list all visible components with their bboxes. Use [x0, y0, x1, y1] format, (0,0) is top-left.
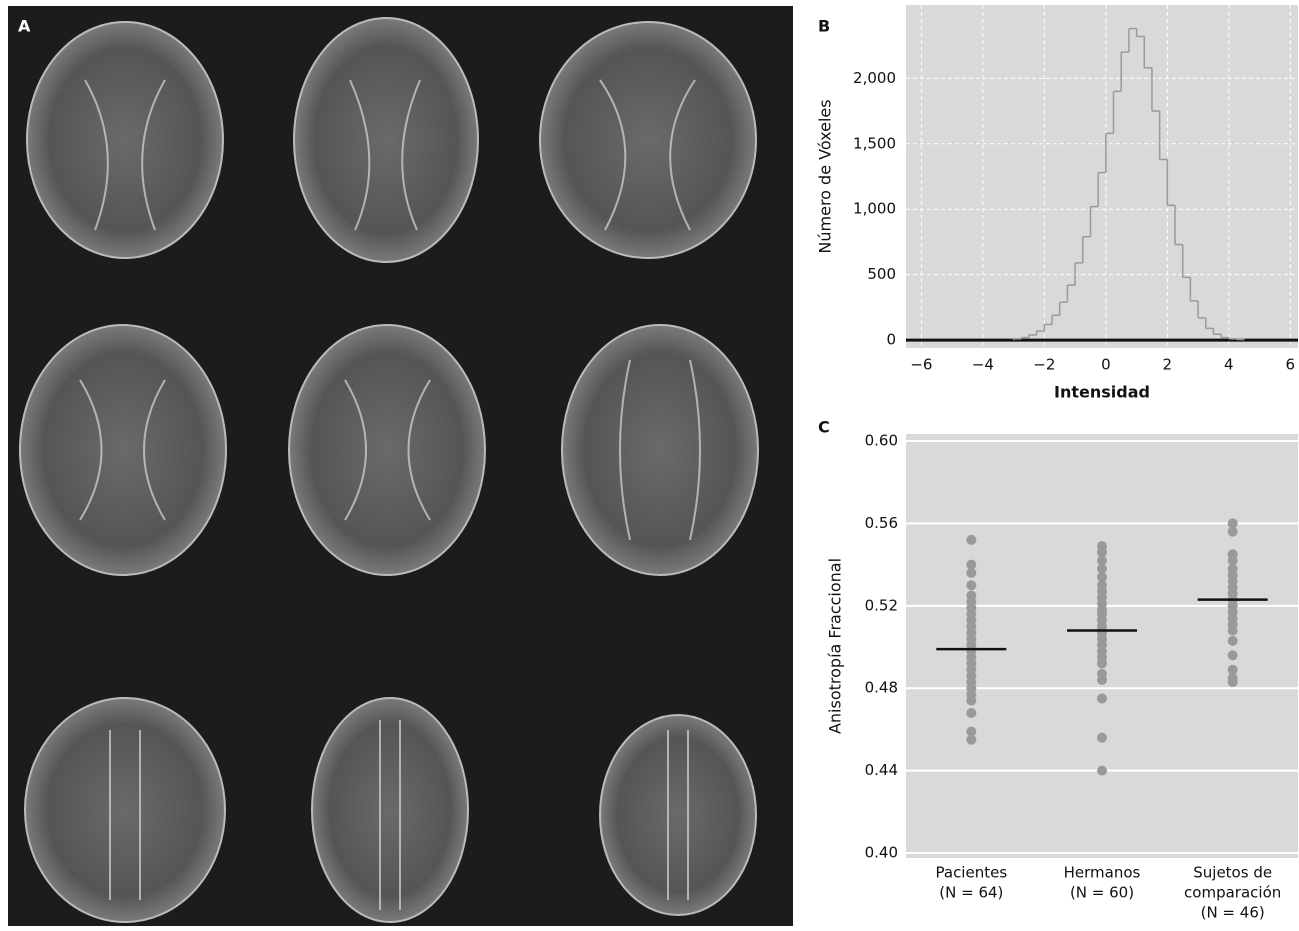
data-point [1097, 674, 1107, 685]
data-point [1097, 658, 1107, 669]
white-matter-tracts [79, 79, 701, 910]
data-point [966, 734, 977, 745]
x-tick-label: Sujetos de [1193, 864, 1272, 882]
y-tick-label: 0.56 [865, 514, 898, 532]
data-point [1227, 635, 1238, 646]
data-point [1097, 571, 1107, 582]
x-tick-label: comparación [1184, 884, 1281, 902]
data-point [966, 695, 977, 706]
data-point [1097, 765, 1107, 776]
x-axis-label: Intensidad [1054, 383, 1150, 402]
x-tick-label: 2 [1163, 356, 1173, 374]
x-tick-label: 6 [1286, 356, 1296, 374]
y-tick-label: 0 [886, 331, 896, 349]
panel-label: A [18, 17, 31, 36]
data-point [966, 726, 977, 737]
y-tick-label: 1,000 [853, 200, 896, 218]
data-point [966, 534, 977, 545]
x-tick-label: (N = 46) [1201, 904, 1265, 922]
data-point [1097, 547, 1107, 558]
y-tick-label: 1,500 [853, 134, 896, 152]
plot-area [906, 5, 1298, 348]
y-tick-label: 2,000 [853, 69, 896, 87]
data-point [1097, 693, 1107, 704]
data-point [1227, 664, 1238, 675]
x-tick-label: 0 [1101, 356, 1111, 374]
data-point [966, 567, 977, 578]
data-point [1227, 677, 1238, 688]
data-point [1227, 625, 1238, 636]
y-axis-label: Anisotropía Fraccional [826, 558, 845, 734]
y-tick-label: 0.52 [865, 596, 898, 614]
x-tick-label: −4 [972, 356, 994, 374]
y-tick-label: 500 [867, 265, 896, 283]
data-point [1227, 555, 1238, 566]
y-tick-label: 0.40 [865, 844, 898, 862]
panel-label: B [818, 17, 830, 36]
y-axis-label: Número de Vóxeles [816, 99, 835, 253]
data-point [1227, 526, 1238, 537]
x-tick-label: 4 [1224, 356, 1234, 374]
y-tick-label: 0.48 [865, 679, 898, 697]
panel-label: C [818, 418, 830, 437]
data-point [966, 707, 977, 718]
data-point [966, 559, 977, 570]
y-tick-label: 0.44 [865, 761, 898, 779]
data-point [1227, 518, 1238, 529]
data-point [1097, 555, 1107, 566]
x-tick-label: −2 [1033, 356, 1055, 374]
data-point [1227, 650, 1238, 661]
data-point [1097, 563, 1107, 574]
brain-slices [19, 17, 759, 923]
y-tick-label: 0.60 [865, 432, 898, 450]
x-tick-label: Pacientes [936, 864, 1008, 882]
data-point [966, 580, 977, 591]
x-tick-label: −6 [910, 356, 932, 374]
x-tick-label: Hermanos [1064, 864, 1141, 882]
x-tick-label: (N = 64) [939, 884, 1003, 902]
x-tick-label: (N = 60) [1070, 884, 1134, 902]
data-point [1097, 732, 1107, 743]
